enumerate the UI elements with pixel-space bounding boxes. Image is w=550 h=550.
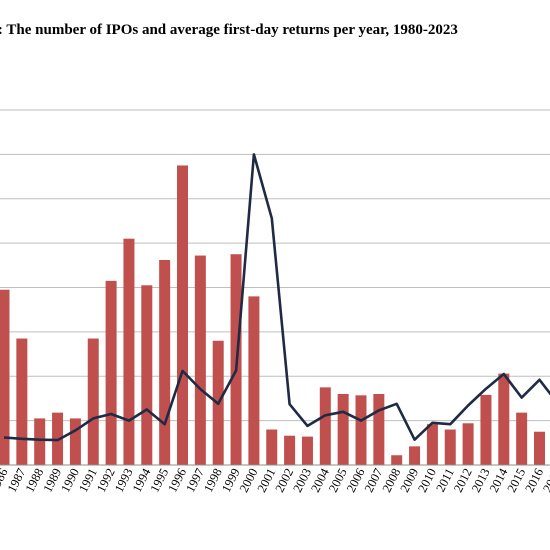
bar-2001 [266,429,278,465]
bar-1992 [105,280,117,465]
bar-1991 [87,338,99,465]
series-line [3,153,550,442]
bar-1987 [16,338,28,465]
bar-2006 [355,395,367,465]
bar-1990 [69,418,81,465]
bar-2008 [391,455,403,465]
x-tick-labels: 1986198719881989199019911992199319941995… [0,465,550,494]
bar-2012 [462,423,474,465]
bar-2009 [409,446,421,465]
bar-2014 [498,373,510,465]
bar-2003 [301,436,313,465]
ipo-count-bars [0,165,545,465]
bar-1988 [34,418,46,465]
bar-2000 [248,296,260,465]
bar-2013 [480,394,492,465]
bar-1996 [177,165,188,465]
x-tick-label: 2010 [415,466,439,495]
bar-2005 [337,394,349,465]
bar-2002 [284,435,296,465]
bar-1993 [123,238,135,465]
bar-2004 [319,387,331,465]
bar-1994 [141,285,153,465]
x-tick-label: 1986 [0,466,11,495]
bar-2016 [534,431,545,465]
bar-2007 [373,394,385,465]
bar-2015 [516,412,528,465]
bar-1997 [194,255,206,465]
bar-2011 [444,429,456,465]
x-tick-label: 2017 [540,466,550,495]
bar-2010 [426,424,438,465]
chart-title: e 5: The number of IPOs and average firs… [0,22,458,38]
bar-1995 [159,259,171,465]
first-day-return-line [3,153,550,442]
bar-1986 [0,289,10,465]
